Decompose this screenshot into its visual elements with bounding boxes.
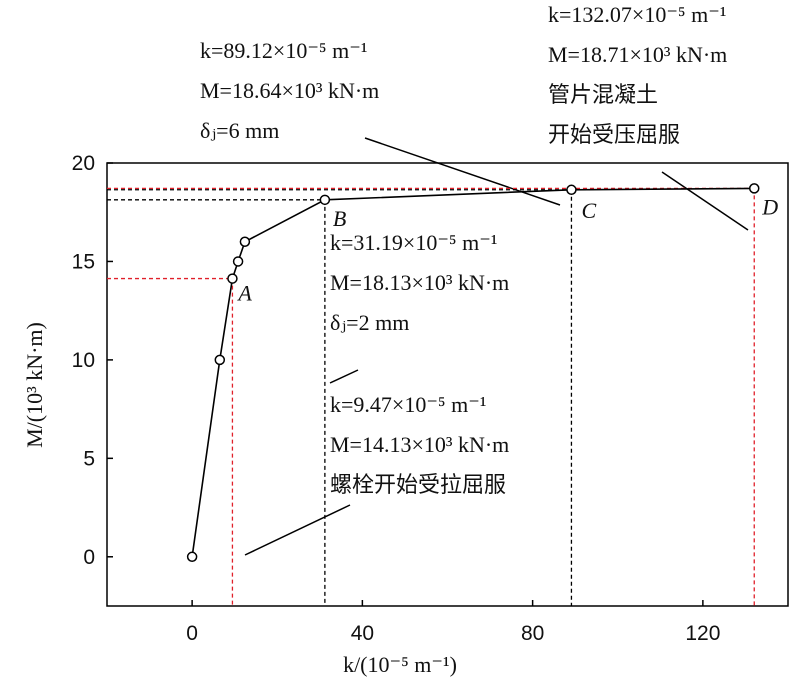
y-tick-label: 5 (83, 447, 95, 470)
annotation-text: M=14.13×10³ kN·m (330, 432, 509, 457)
annotation-text: 开始受压屈服 (548, 122, 680, 147)
annotation-text: 管片混凝土 (548, 82, 658, 107)
annotation-text: M=18.64×10³ kN·m (200, 78, 379, 103)
data-point (319, 194, 331, 206)
y-tick-label: 15 (72, 250, 95, 273)
data-point (239, 236, 251, 248)
data-point (232, 256, 244, 267)
point-label: C (581, 198, 596, 223)
leader-line (364, 137, 561, 206)
point-label: B (333, 206, 346, 231)
y-axis-label: M/(10³ kN·m) (22, 322, 47, 448)
annotation-text: 螺栓开始受拉屈服 (330, 472, 506, 497)
data-point (748, 183, 760, 194)
plot-frame (106, 162, 789, 607)
annotation-text: k=89.12×10⁻⁵ m⁻¹ (200, 38, 367, 63)
leader-line (329, 369, 359, 384)
annotation-text: δⱼ=6 mm (200, 118, 279, 143)
annotation-text: k=132.07×10⁻⁵ m⁻¹ (548, 2, 726, 27)
annotation-text: k=31.19×10⁻⁵ m⁻¹ (330, 230, 497, 255)
point-label: A (236, 281, 252, 306)
y-tick-label: 0 (83, 546, 95, 569)
x-tick-label: 80 (521, 622, 544, 645)
data-point (214, 354, 226, 366)
data-line (191, 187, 755, 557)
leader-lines (244, 137, 749, 556)
y-tick-label: 10 (72, 349, 95, 372)
x-tick-label: 40 (351, 622, 374, 645)
annotation-text: δⱼ=2 mm (330, 310, 409, 335)
data-point (227, 273, 238, 284)
point-label: D (761, 194, 778, 219)
annotation-text: k=9.47×10⁻⁵ m⁻¹ (330, 392, 486, 417)
data-point (186, 551, 198, 563)
x-tick-label: 120 (685, 622, 720, 645)
x-axis-label: k/(10⁻⁵ m⁻¹) (343, 652, 457, 677)
leader-line (661, 171, 749, 231)
annotation-text: M=18.71×10³ kN·m (548, 42, 727, 67)
annotation-text: M=18.13×10³ kN·m (330, 270, 509, 295)
x-tick-label: 0 (186, 622, 198, 645)
y-tick-label: 20 (72, 152, 95, 175)
leader-line (244, 504, 351, 556)
data-point (566, 184, 577, 196)
